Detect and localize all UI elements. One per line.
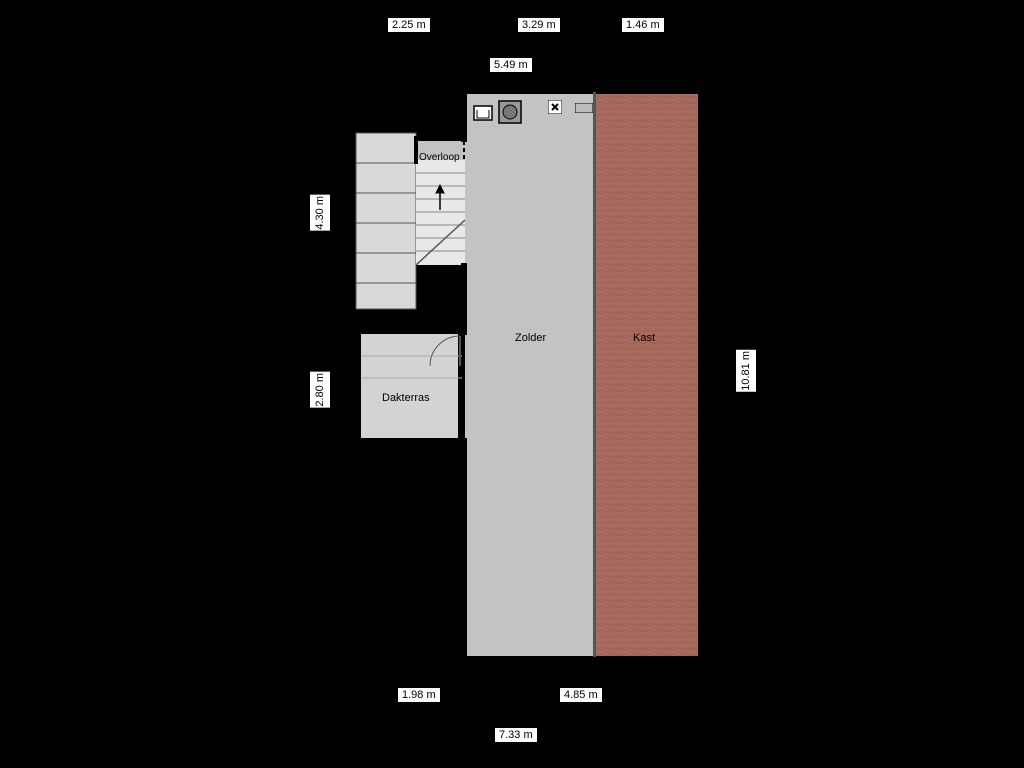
wall-dakterras-left xyxy=(355,330,361,444)
box-icon xyxy=(575,100,593,110)
label-overloop: Overloop xyxy=(419,152,460,163)
room-kast xyxy=(595,92,700,657)
vent-icon xyxy=(548,100,562,114)
wall-seg-2 xyxy=(440,540,465,548)
tick xyxy=(702,720,703,730)
tick xyxy=(702,680,703,690)
wall-right xyxy=(698,86,706,664)
tick xyxy=(702,30,703,40)
label-kast: Kast xyxy=(633,332,655,344)
dim-right-1: 10.81 m xyxy=(736,350,756,392)
wall-overloop-left xyxy=(414,136,418,164)
tick xyxy=(726,660,736,661)
dim-top-2: 3.29 m xyxy=(518,18,560,32)
floorplan-canvas: Zolder Kast Overloop Dakterras 2.25 m 3.… xyxy=(0,0,1024,768)
tick xyxy=(726,90,736,91)
wall-left-lower xyxy=(461,440,467,664)
tick xyxy=(464,70,465,80)
dim-bot-1: 1.98 m xyxy=(398,688,440,702)
tick xyxy=(465,680,466,690)
tick xyxy=(322,316,332,317)
wall-seg-1 xyxy=(440,488,465,496)
wall-bottom-main xyxy=(461,656,705,664)
wall-overloop-top xyxy=(414,136,466,141)
room-zolder xyxy=(465,92,595,657)
dim-top-3: 1.46 m xyxy=(622,18,664,32)
tick xyxy=(322,128,332,129)
washer-icon xyxy=(473,102,493,122)
tick xyxy=(702,70,703,80)
wall-top xyxy=(461,86,705,94)
tick xyxy=(358,720,359,730)
wall-left-upper xyxy=(461,86,467,142)
dim-left-2: 2.80 m xyxy=(310,372,330,408)
tick xyxy=(596,30,597,40)
dim-bot-3: 7.33 m xyxy=(495,728,537,742)
wall-left-mid xyxy=(461,263,467,335)
label-dakterras: Dakterras xyxy=(382,392,430,404)
dim-top-1: 2.25 m xyxy=(388,18,430,32)
wall-zolder-kast xyxy=(593,92,596,657)
dim-left-1: 4.30 m xyxy=(310,195,330,231)
room-dakterras xyxy=(358,332,460,440)
tick xyxy=(358,680,359,690)
dim-bot-2: 4.85 m xyxy=(560,688,602,702)
label-zolder: Zolder xyxy=(515,332,546,344)
wall-seg-3 xyxy=(440,595,465,603)
tick xyxy=(353,30,354,40)
stairs xyxy=(416,160,465,265)
dryer-icon xyxy=(498,100,522,124)
tick xyxy=(322,442,332,443)
tick xyxy=(464,30,465,40)
wall-dakterras-bottom xyxy=(355,438,467,446)
wall-seg-4 xyxy=(440,655,465,664)
dim-top-4: 5.49 m xyxy=(490,58,532,72)
tick xyxy=(322,332,332,333)
roof-tiles xyxy=(595,92,700,657)
